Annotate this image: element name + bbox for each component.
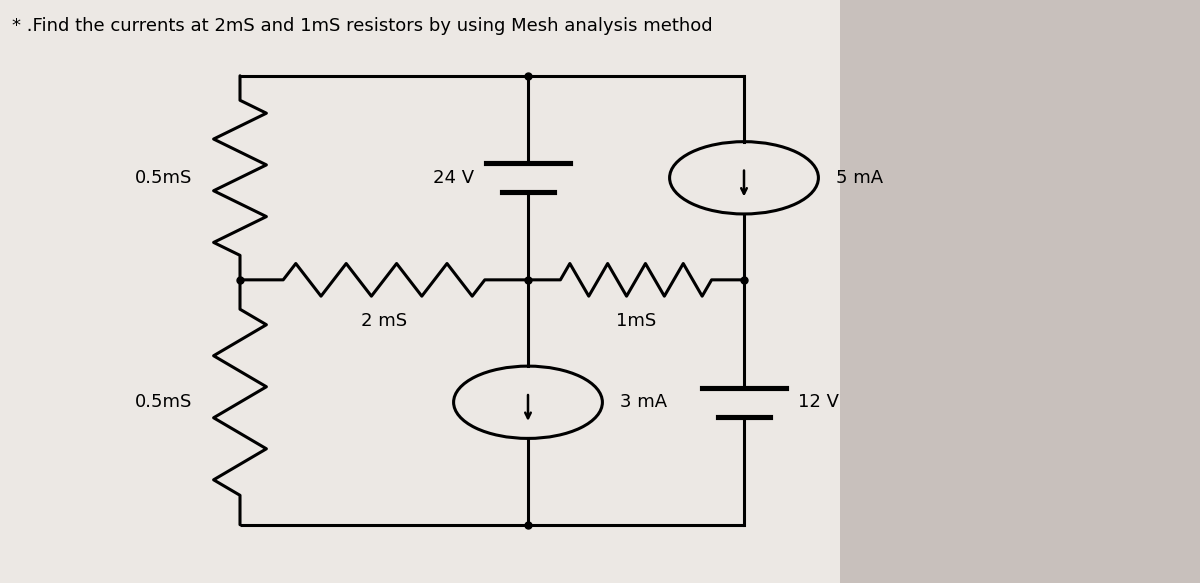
Text: 3 mA: 3 mA [620,394,667,411]
Text: 2 mS: 2 mS [361,312,407,330]
Text: 12 V: 12 V [798,394,839,411]
Bar [0,0,840,583]
Text: * .Find the currents at 2mS and 1mS resistors by using Mesh analysis method: * .Find the currents at 2mS and 1mS resi… [12,17,713,36]
Text: 0.5mS: 0.5mS [134,169,192,187]
Text: 1mS: 1mS [616,312,656,330]
Text: 5 mA: 5 mA [836,169,883,187]
Text: 0.5mS: 0.5mS [134,394,192,411]
Text: 24 V: 24 V [433,169,474,187]
